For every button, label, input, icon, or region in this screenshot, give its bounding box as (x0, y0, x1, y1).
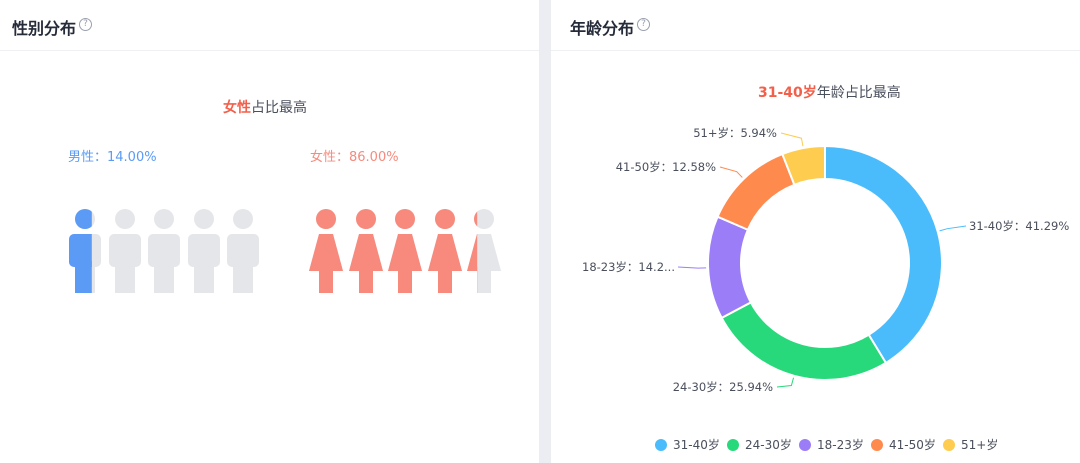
legend-dot-icon (943, 439, 955, 451)
donut-slice-18-23岁[interactable] (707, 215, 753, 320)
donut-slice-41-50岁[interactable] (716, 152, 796, 232)
callout-label-24-30岁: 24-30岁：25.94% (673, 380, 773, 394)
legend-dot-icon (727, 439, 739, 451)
age-panel-title: 年龄分布 (570, 19, 635, 38)
age-headline: 31-40岁年龄占比最高 (758, 82, 901, 102)
gender-panel-title: 性别分布 (12, 19, 77, 38)
legend-item-24-30岁[interactable]: 24-30岁 (727, 436, 792, 453)
female-percentage-label: 女性：86.00% (310, 150, 399, 165)
female-person-icon (427, 209, 462, 293)
legend-item-41-50岁[interactable]: 41-50岁 (871, 436, 936, 453)
male-person-icon (69, 209, 101, 293)
callout-label-31-40岁: 31-40岁：41.29% (969, 219, 1069, 233)
question-circle-icon[interactable]: ? (637, 18, 650, 31)
legend-label: 51+岁 (961, 438, 999, 452)
callout-label-41-50岁: 41-50岁：12.58% (616, 160, 716, 174)
legend-label: 41-50岁 (889, 438, 936, 452)
female-person-icon (309, 209, 343, 293)
female-person-icon (388, 209, 422, 293)
legend-dot-icon (655, 439, 667, 451)
male-person-icon (108, 209, 141, 293)
legend-label: 24-30岁 (745, 438, 792, 452)
age-panel: 年龄分布 ? 31-40岁年龄占比最高 31-40岁：41.29% 24-30岁：… (551, 0, 1080, 463)
legend-item-51+岁[interactable]: 51+岁 (943, 436, 998, 453)
callout-label-18-23岁: 18-23岁：14.2... (582, 260, 675, 274)
gender-panel-header: 性别分布 ? (0, 0, 539, 51)
callout-line-18-23岁 (677, 266, 707, 269)
callout-line-41-50岁 (719, 166, 743, 178)
legend-dot-icon (799, 439, 811, 451)
donut-slice-24-30岁[interactable] (720, 301, 888, 381)
callout-line-31-40岁 (939, 225, 967, 232)
female-person-icon (467, 209, 501, 293)
gender-headline-highlight: 女性 (223, 100, 251, 116)
gender-panel: 性别分布 ? 女性占比最高 男性：14.00% 女性：86.00% (0, 0, 539, 463)
age-headline-highlight: 31-40岁 (758, 85, 817, 101)
male-person-icon (227, 209, 259, 293)
legend-item-31-40岁[interactable]: 31-40岁 (655, 436, 720, 453)
legend-label: 31-40岁 (673, 438, 720, 452)
age-headline-rest: 年龄占比最高 (816, 85, 901, 101)
male-percentage-label: 男性：14.00% (68, 150, 157, 165)
question-circle-icon[interactable]: ? (79, 18, 92, 31)
legend-item-18-23岁[interactable]: 18-23岁 (799, 436, 864, 453)
age-panel-header: 年龄分布 ? (551, 0, 1080, 51)
legend-label: 18-23岁 (817, 438, 864, 452)
callout-line-24-30岁 (776, 377, 795, 388)
age-donut-chart: 31-40岁：41.29% 24-30岁：25.94% 18-23岁：14.2...… (582, 126, 1069, 394)
gender-headline-rest: 占比最高 (251, 100, 307, 116)
male-person-icon (187, 209, 220, 293)
donut-slice-31-40岁[interactable] (824, 144, 943, 365)
callout-label-51+岁: 51+岁：5.94% (693, 126, 777, 140)
legend-dot-icon (871, 439, 883, 451)
callout-line-51+岁 (780, 132, 804, 147)
donut-slice-51+岁[interactable] (781, 144, 826, 187)
female-person-icon (348, 209, 383, 293)
male-person-icon (148, 209, 180, 293)
gender-headline: 女性占比最高 (223, 97, 307, 117)
